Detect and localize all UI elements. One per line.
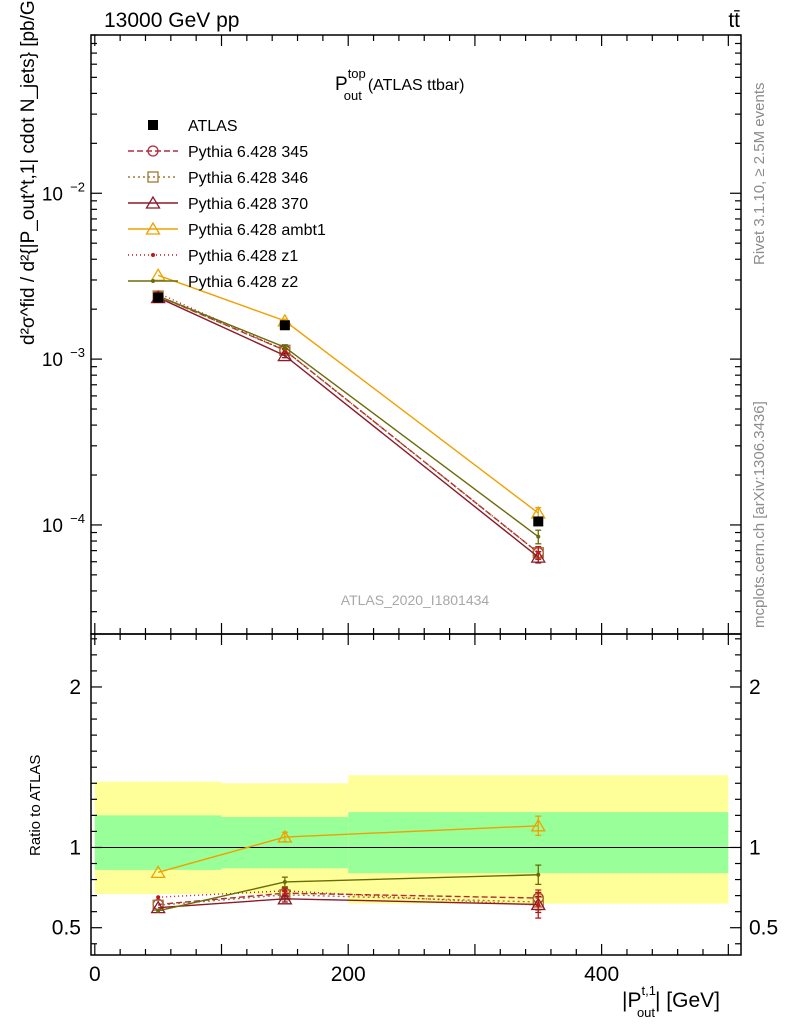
uncertainty-band-inner <box>94 815 222 870</box>
x-tick-label: 200 <box>331 963 366 986</box>
ratio-series-6-point <box>156 908 161 913</box>
xlabel-rest: | [GeV] <box>655 989 720 1012</box>
ratio-series-5-point <box>282 888 287 893</box>
ratio-y-tick-label: 0.5 <box>52 917 81 940</box>
mc-series-3-point <box>277 348 293 362</box>
ratio-series-4-point <box>530 818 546 832</box>
legend-label: Pythia 6.428 z2 <box>188 274 298 291</box>
main-y-tick-exponent: −3 <box>70 345 85 360</box>
mc-series-6-point <box>536 534 541 539</box>
ratio-series-4-point <box>150 865 166 878</box>
atlas-data-point <box>279 320 290 331</box>
main-plot-area: 10 −2 10 −3 10 −4 <box>42 34 742 635</box>
mc-series-6-line <box>157 295 539 538</box>
x-tick-label: 400 <box>584 963 619 986</box>
ratio-y-tick-label-right: 2 <box>749 676 761 699</box>
main-y-tick-exponent: −2 <box>70 179 85 194</box>
ratio-y-axis-label: Ratio to ATLAS <box>27 755 44 856</box>
mcplots-label: mcplots.cern.ch [arXiv:1306.3436] <box>751 401 768 628</box>
ratio-series-2-line <box>158 894 539 906</box>
process-label: tt̄ <box>728 9 740 32</box>
atlas-data-point <box>153 292 164 303</box>
ratio-series-4-point <box>277 829 293 843</box>
ratio-y-tick-label: 2 <box>69 676 81 699</box>
legend-label: Pythia 6.428 370 <box>188 196 308 213</box>
legend-label: ATLAS <box>188 118 238 135</box>
x-axis-label: |Pt,1 out| [GeV] <box>622 983 720 1020</box>
legend-label: Pythia 6.428 ambt1 <box>188 222 326 239</box>
energy-label: 13000 GeV pp <box>104 9 239 32</box>
legend-marker <box>151 279 155 283</box>
x-tick-label: 0 <box>89 963 101 986</box>
legend-marker <box>151 253 155 257</box>
mc-series-3-line <box>157 296 539 558</box>
mc-series-6-point <box>282 345 287 350</box>
xlabel-sub: out <box>637 1005 655 1020</box>
ratio-series-5-line <box>158 890 539 906</box>
xlabel-main: |P <box>622 989 641 1012</box>
legend-marker <box>147 171 159 183</box>
ratio-series-5-point <box>156 895 161 900</box>
ratio-frame <box>90 633 742 956</box>
legend-marker <box>147 145 159 157</box>
main-y-tick-label: 10 <box>42 516 63 537</box>
ratio-series-6-point <box>282 879 287 884</box>
atlas-data-point <box>533 516 544 527</box>
legend-marker <box>145 195 161 209</box>
legend-label: Pythia 6.428 345 <box>188 144 308 161</box>
ratio-y-tick-label-right: 1 <box>749 836 761 859</box>
legend-marker <box>148 120 158 130</box>
mc-series-5-line <box>157 292 539 554</box>
mc-series-3-point <box>530 549 546 563</box>
title-sub: out <box>344 88 362 103</box>
ratio-series-3-point <box>277 891 293 905</box>
analysis-watermark: ATLAS_2020_I1801434 <box>341 592 490 608</box>
mc-series-5-point <box>536 550 541 555</box>
title-main: P <box>335 74 348 95</box>
ratio-series-6-point <box>536 872 541 877</box>
legend: ATLAS Pythia 6.428 345 Pythia 6.428 346 Pyt… <box>128 118 326 291</box>
title-sup: top <box>348 66 366 81</box>
ratio-y-tick-label: 1 <box>69 836 81 859</box>
main-y-tick-label: 10 <box>42 184 63 205</box>
main-y-tick-label: 10 <box>42 350 63 371</box>
main-plot-title: Ptop out (ATLAS ttbar) <box>335 66 464 103</box>
mc-series-4-point <box>150 268 166 281</box>
mc-series-2-line <box>157 295 539 554</box>
legend-marker <box>145 221 161 235</box>
xlabel-sup: t,1 <box>641 983 655 998</box>
ratio-series-5-point <box>536 903 541 908</box>
ratio-plot-area: 0 200 400 0.5 0.5 1 1 2 2 <box>52 633 778 986</box>
rivet-version-label: Rivet 3.1.10, ≥ 2.5M events <box>751 83 768 266</box>
main-y-axis-label: d²σ^fid / d²{|P_out^t,1| cdot N_jets} [p… <box>18 0 39 345</box>
title-rest: (ATLAS ttbar) <box>368 77 465 94</box>
ratio-y-tick-label-right: 0.5 <box>749 917 778 940</box>
mc-series-1-line <box>157 295 539 554</box>
legend-label: Pythia 6.428 346 <box>188 170 308 187</box>
main-y-tick-exponent: −4 <box>70 511 85 526</box>
legend-label: Pythia 6.428 z1 <box>188 248 298 265</box>
